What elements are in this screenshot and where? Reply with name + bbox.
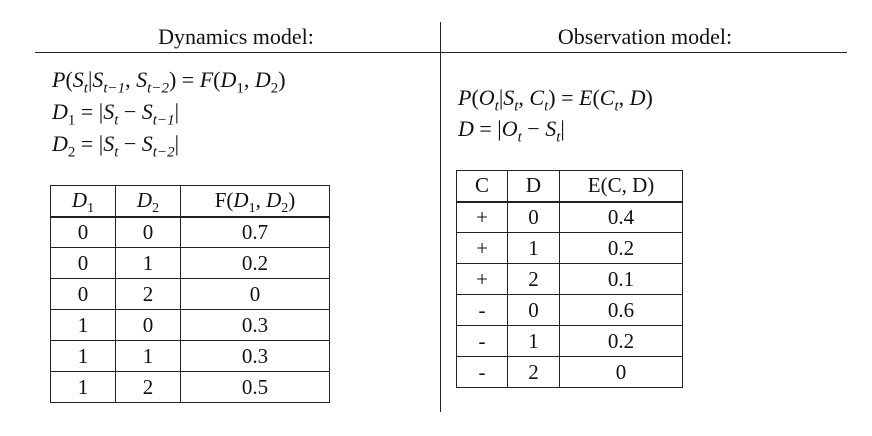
table-cell: 0: [50, 278, 116, 310]
table-row: 1 2 0.5: [50, 371, 330, 403]
table-cell: 0: [507, 294, 560, 326]
table-header-row: D1 D2 F(D1, D2): [50, 185, 330, 218]
column-header-d: D: [507, 170, 560, 203]
table-cell: 0: [50, 247, 116, 279]
table-row: 0 1 0.2: [50, 247, 330, 279]
table-cell: 0.4: [559, 201, 683, 233]
dynamics-equation-3: D2 = |St − St−2|: [52, 131, 179, 161]
table-cell: 2: [115, 371, 181, 403]
heading-rule-right: [441, 52, 847, 53]
table-cell: 0.7: [180, 216, 330, 248]
table-cell: 0.2: [559, 325, 683, 357]
table-cell: -: [456, 356, 508, 388]
table-cell: +: [456, 232, 508, 264]
table-cell: 1: [115, 247, 181, 279]
table-cell: 2: [507, 263, 560, 295]
column-header-e: E(C, D): [559, 170, 683, 203]
heading-rule-left: [35, 52, 440, 53]
table-header-row: C D E(C, D): [456, 170, 683, 203]
observation-equation-1: P(Ot|St, Ct) = E(Ct, D): [458, 85, 653, 115]
table-cell: 2: [507, 356, 560, 388]
observation-model-heading: Observation model:: [557, 24, 733, 49]
table-row: 1 0 0.3: [50, 309, 330, 341]
table-row: +0 0.4: [456, 201, 683, 233]
table-cell: 0.3: [180, 340, 330, 372]
table-cell: +: [456, 201, 508, 233]
table-cell: 0.2: [559, 232, 683, 264]
column-divider: [440, 22, 441, 412]
table-cell: 1: [50, 371, 116, 403]
table-cell: 0: [115, 216, 181, 248]
table-cell: 0: [507, 201, 560, 233]
dynamics-equation-1: P(St|St−1, St−2) = F(D1, D2): [52, 67, 286, 97]
table-cell: 1: [115, 340, 181, 372]
column-header-c: C: [456, 170, 508, 203]
column-header-f: F(D1, D2): [180, 185, 330, 218]
table-row: 0 0 0.7: [50, 216, 330, 248]
dynamics-model-heading: Dynamics model:: [158, 24, 314, 49]
observation-table: C D E(C, D) +0 0.4 +1 0.2 +2 0.1-0 0.6-1 0.2-2 0: [456, 170, 683, 388]
table-cell: 0.1: [559, 263, 683, 295]
table-cell: 0: [115, 309, 181, 341]
table-row: +1 0.2: [456, 232, 683, 264]
table-cell: 2: [115, 278, 181, 310]
table-cell: 0.3: [180, 309, 330, 341]
table-cell: 0.2: [180, 247, 330, 279]
table-cell: -: [456, 294, 508, 326]
table-row: -1 0.2: [456, 325, 683, 357]
column-header-d2: D2: [115, 185, 181, 218]
table-cell: 0.5: [180, 371, 330, 403]
table-cell: 1: [50, 340, 116, 372]
table-cell: 1: [507, 325, 560, 357]
column-header-d1: D1: [50, 185, 116, 218]
observation-equation-2: D = |Ot − St|: [458, 116, 565, 146]
table-cell: +: [456, 263, 508, 295]
table-row: -0 0.6: [456, 294, 683, 326]
table-cell: 0: [50, 216, 116, 248]
table-cell: -: [456, 325, 508, 357]
table-cell: 1: [50, 309, 116, 341]
table-row: +2 0.1: [456, 263, 683, 295]
table-cell: 1: [507, 232, 560, 264]
dynamics-equation-2: D1 = |St − St−1|: [52, 99, 179, 129]
table-cell: 0: [180, 278, 330, 310]
table-cell: 0.6: [559, 294, 683, 326]
table-cell: 0: [559, 356, 683, 388]
dynamics-table: D1 D2 F(D1, D2) 0 0 0.7 0 1 0.2 0 2 0 1 0 0.3 1 1 0.3 1…: [50, 185, 330, 403]
table-row: 1 1 0.3: [50, 340, 330, 372]
